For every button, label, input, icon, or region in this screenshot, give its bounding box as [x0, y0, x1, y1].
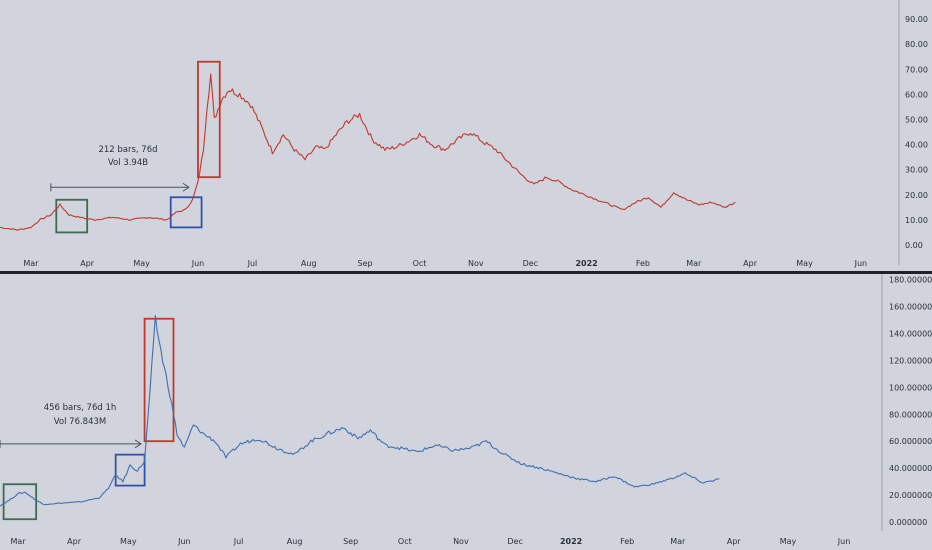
bottom-xtick-label: Jul [233, 537, 244, 546]
top-ytick-label: 10.00 [905, 216, 928, 225]
top-xtick-label: Jul [247, 259, 258, 268]
bottom-xtick-label: Mar [670, 537, 686, 546]
top-highlight-boxes [55, 60, 221, 234]
top-time-axis: Mar Apr May Jun Jul Aug Sep Oct Nov Dec 2022 Feb Mar… [23, 259, 867, 268]
bottom-xtick-label: May [120, 537, 137, 546]
top-ytick-label: 90.00 [905, 15, 928, 24]
bottom-annotation-line1: 456 bars, 76d 1h [44, 403, 117, 413]
top-xtick-label: Apr [80, 259, 95, 268]
top-xtick-label: Aug [301, 259, 317, 268]
bottom-xtick-label: Dec [507, 537, 522, 546]
top-xtick-label: May [133, 259, 150, 268]
bottom-ytick-label: 20.000000 [889, 491, 932, 500]
top-measure-arrow-head [182, 182, 190, 192]
bottom-ytick-label: 80.000000 [889, 410, 932, 419]
pane-separator[interactable] [0, 271, 932, 274]
top-highlight-box[interactable] [197, 60, 221, 179]
top-ytick-label: 80.00 [905, 40, 928, 49]
top-highlight-box[interactable] [169, 196, 203, 229]
bottom-xtick-label: Jun [177, 537, 191, 546]
top-xtick-label: Mar [23, 259, 39, 268]
top-ytick-label: 30.00 [905, 166, 928, 175]
bottom-xtick-label: May [780, 537, 797, 546]
bottom-xtick-label: Apr [727, 537, 742, 546]
top-xtick-label: Sep [358, 259, 373, 268]
top-xtick-label: Oct [413, 259, 427, 268]
bottom-ytick-label: 140.000000 [889, 330, 932, 339]
bottom-xtick-label: Apr [67, 537, 82, 546]
bottom-measure-arrow-head [134, 439, 142, 449]
bottom-ytick-label: 40.000000 [889, 464, 932, 473]
bottom-ytick-label: 160.000000 [889, 303, 932, 312]
top-series-line [0, 73, 736, 231]
top-ytick-label: 50.00 [905, 115, 928, 124]
top-price-scale: 90.00 80.00 70.00 60.00 50.00 40.00 30.00 20.00… [905, 15, 928, 250]
top-xtick-label: Mar [686, 259, 702, 268]
bottom-xtick-label: Sep [343, 537, 358, 546]
top-price-line [0, 73, 736, 231]
bottom-price-line [0, 315, 720, 507]
bottom-highlight-boxes [2, 317, 175, 521]
top-xtick-label: Jun [191, 259, 205, 268]
top-xtick-label: Nov [468, 259, 484, 268]
top-ytick-label: 70.00 [905, 65, 928, 74]
bottom-xtick-label: Oct [398, 537, 412, 546]
bottom-annotation-line2: Vol 76.843M [54, 417, 107, 427]
top-xtick-label: 2022 [575, 259, 597, 268]
top-xtick-label: Dec [523, 259, 538, 268]
top-xtick-label: Jun [854, 259, 868, 268]
bottom-xtick-label: Aug [287, 537, 303, 546]
bottom-ytick-label: 180.000000 [889, 276, 932, 285]
bottom-xtick-label: Feb [620, 537, 634, 546]
bottom-ytick-label: 100.000000 [889, 383, 932, 392]
top-ytick-label: 40.00 [905, 141, 928, 150]
bottom-series-line [0, 315, 720, 507]
top-ytick-label: 60.00 [905, 90, 928, 99]
bottom-panel: 180.000000 160.000000 140.000000 120.000000… [0, 274, 932, 546]
bottom-xtick-label: Nov [453, 537, 469, 546]
top-measure-annotation: 212 bars, 76d Vol 3.94B [50, 145, 190, 192]
top-panel: 90.00 80.00 70.00 60.00 50.00 40.00 30.00 20.00… [0, 0, 928, 268]
bottom-ytick-label: 120.000000 [889, 356, 932, 365]
bottom-highlight-box[interactable] [143, 317, 175, 443]
bottom-highlight-box[interactable] [2, 483, 38, 521]
top-ytick-label: 0.00 [905, 241, 923, 250]
bottom-measure-annotation: 456 bars, 76d 1h Vol 76.843M [0, 403, 142, 449]
top-annotation-line1: 212 bars, 76d [98, 145, 157, 155]
top-xtick-label: Apr [743, 259, 758, 268]
bottom-ytick-label: 60.000000 [889, 437, 932, 446]
bottom-time-axis: Mar Apr May Jun Jul Aug Sep Oct Nov Dec 2022 Feb Mar… [11, 537, 851, 546]
top-highlight-box[interactable] [55, 198, 89, 234]
bottom-xtick-label: Mar [11, 537, 27, 546]
bottom-ytick-label: 0.000000 [889, 518, 927, 527]
top-xtick-label: May [796, 259, 813, 268]
bottom-price-scale: 180.000000 160.000000 140.000000 120.000000… [889, 276, 932, 527]
bottom-xtick-label: Jun [837, 537, 851, 546]
bottom-highlight-box[interactable] [114, 453, 146, 487]
top-xtick-label: Feb [636, 259, 650, 268]
top-annotation-line2: Vol 3.94B [108, 158, 148, 168]
bottom-xtick-label: 2022 [560, 537, 582, 546]
top-ytick-label: 20.00 [905, 191, 928, 200]
